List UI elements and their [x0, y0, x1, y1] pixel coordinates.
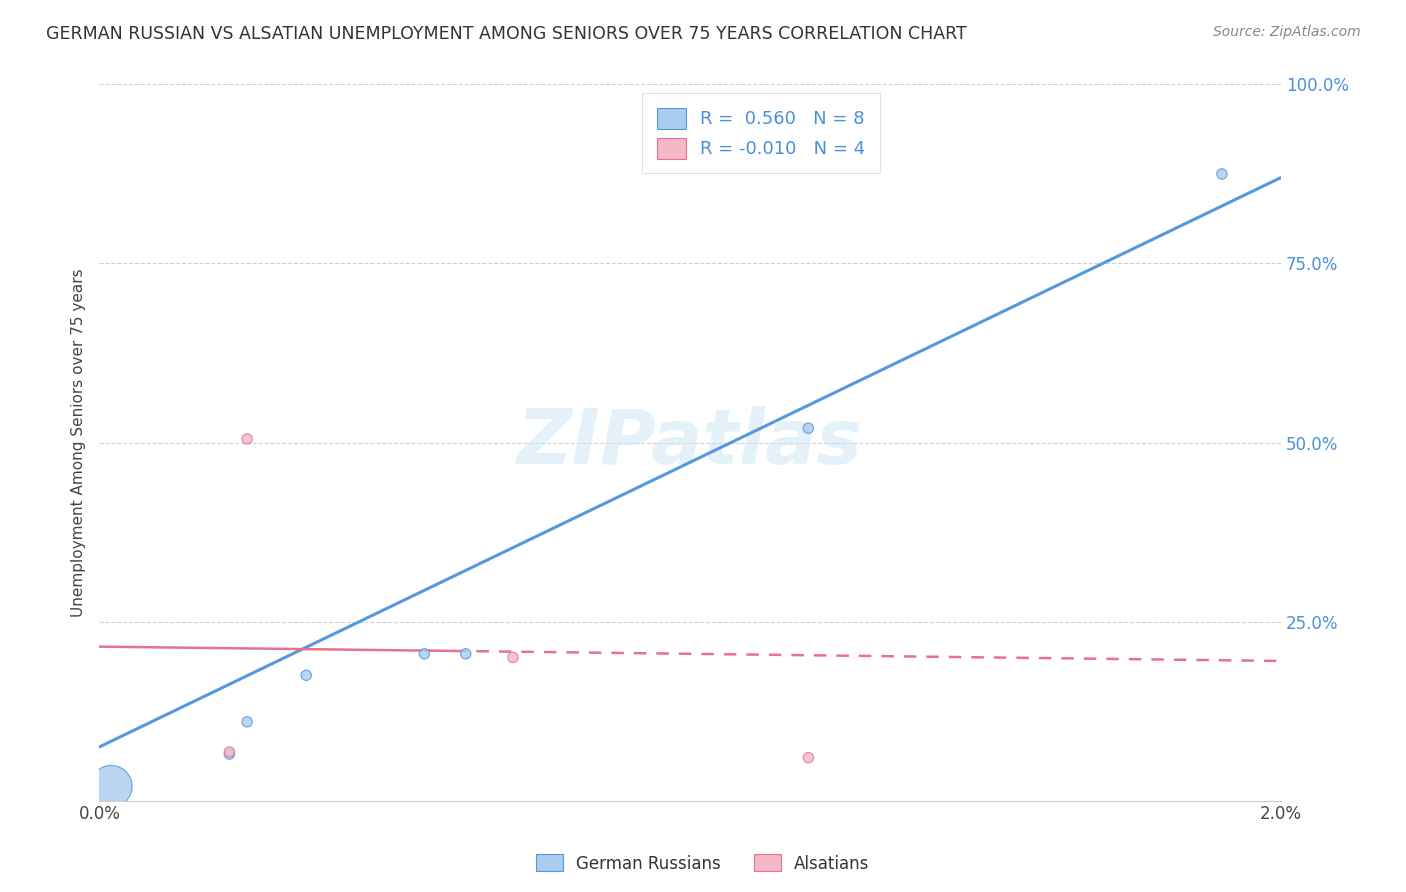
Point — [295, 668, 318, 682]
Point — [502, 650, 524, 665]
Point — [236, 432, 259, 446]
Text: GERMAN RUSSIAN VS ALSATIAN UNEMPLOYMENT AMONG SENIORS OVER 75 YEARS CORRELATION : GERMAN RUSSIAN VS ALSATIAN UNEMPLOYMENT … — [46, 25, 967, 43]
Legend: R =  0.560   N = 8, R = -0.010   N = 4: R = 0.560 N = 8, R = -0.010 N = 4 — [643, 94, 880, 173]
Point — [454, 647, 477, 661]
Point — [797, 421, 820, 435]
Point — [218, 745, 240, 759]
Point — [218, 747, 240, 761]
Point — [236, 714, 259, 729]
Text: Source: ZipAtlas.com: Source: ZipAtlas.com — [1213, 25, 1361, 39]
Y-axis label: Unemployment Among Seniors over 75 years: Unemployment Among Seniors over 75 years — [72, 268, 86, 617]
Point — [413, 647, 436, 661]
Point — [797, 750, 820, 764]
Point — [1211, 167, 1233, 181]
Legend: German Russians, Alsatians: German Russians, Alsatians — [530, 847, 876, 880]
Text: ZIPatlas: ZIPatlas — [517, 406, 863, 480]
Point — [100, 779, 122, 793]
